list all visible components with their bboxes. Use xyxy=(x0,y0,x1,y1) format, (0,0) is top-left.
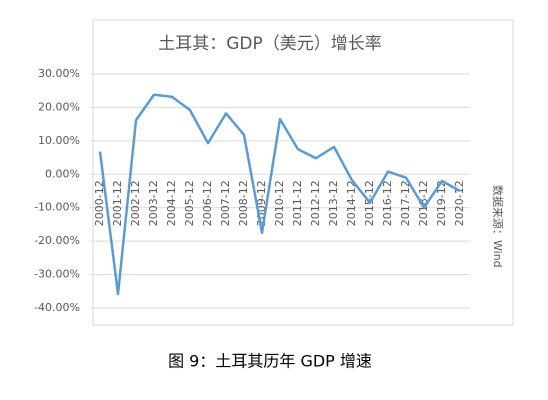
y-tick-label: 20.00% xyxy=(38,100,80,113)
x-tick-label: 2011-12 xyxy=(291,180,304,226)
y-tick-label: -20.00% xyxy=(34,234,80,247)
x-tick-label: 2018-12 xyxy=(417,180,430,226)
x-tick-label: 2003-12 xyxy=(147,180,160,226)
x-tick-label: 2012-12 xyxy=(309,180,322,226)
y-tick-label: 30.00% xyxy=(38,67,80,80)
y-tick-label: 0.00% xyxy=(45,167,80,180)
x-tick-label: 2010-12 xyxy=(273,180,286,226)
x-tick-label: 2006-12 xyxy=(201,180,214,226)
x-tick-label: 2017-12 xyxy=(399,180,412,226)
x-tick-label: 2007-12 xyxy=(219,180,232,226)
x-tick-label: 2004-12 xyxy=(165,180,178,226)
y-tick-label: -10.00% xyxy=(34,201,80,214)
y-tick-label: 10.00% xyxy=(38,134,80,147)
x-tick-label: 2020-12 xyxy=(453,180,466,226)
caption: 图 9：土耳其历年 GDP 增速 xyxy=(168,352,372,371)
x-tick-label: 2002-12 xyxy=(129,180,142,226)
x-tick-label: 2013-12 xyxy=(327,180,340,226)
x-tick-label: 2000-12 xyxy=(93,180,106,226)
x-tick-label: 2001-12 xyxy=(111,180,124,226)
x-tick-label: 2005-12 xyxy=(183,180,196,226)
x-tick-label: 2019-12 xyxy=(435,180,448,226)
chart-frame xyxy=(92,19,514,326)
x-tick-label: 2008-12 xyxy=(237,180,250,226)
y-tick-label: -40.00% xyxy=(34,301,80,314)
y-tick-label: -30.00% xyxy=(34,268,80,281)
x-tick-label: 2016-12 xyxy=(381,180,394,226)
chart-title: 土耳其：GDP（美元）增长率 xyxy=(158,34,382,54)
x-tick-label: 2014-12 xyxy=(345,180,358,226)
data-line xyxy=(98,93,461,296)
source-note: 数据来源：Wind xyxy=(491,185,505,268)
